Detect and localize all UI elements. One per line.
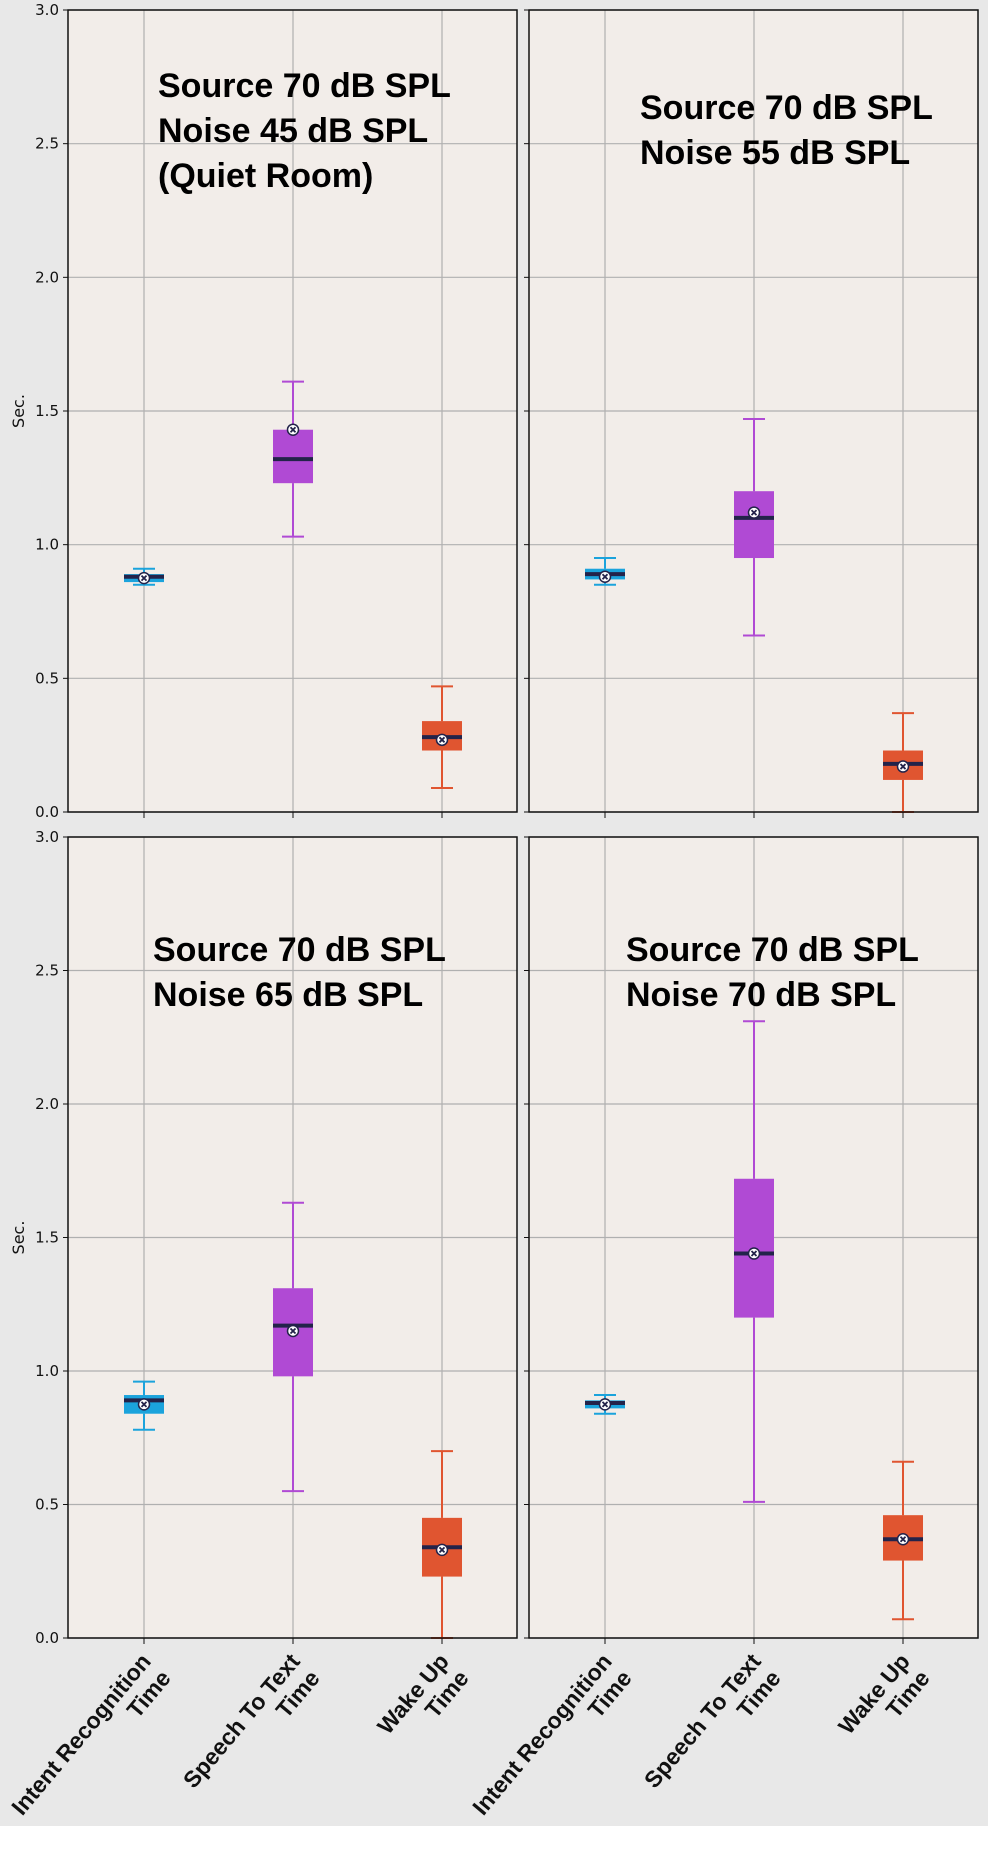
x-tick-label-line: Speech To Text [178,1648,305,1793]
y-axis-label: Sec. [9,394,28,428]
annotation-line: (Quiet Room) [158,157,373,195]
mean-marker-cross [289,426,297,433]
x-tick-label: Wake UpTime [372,1649,474,1756]
y-tick-label: 0.5 [35,1496,59,1514]
x-tick-label: Wake UpTime [833,1649,935,1756]
y-tick-label: 2.0 [35,1095,59,1113]
mean-marker-cross [438,736,446,743]
mean-marker-cross [750,1250,758,1257]
y-tick-label: 3.0 [35,1,59,19]
y-tick-label: 1.0 [35,1362,59,1380]
y-tick-label: 0.5 [35,669,59,687]
annotation-line: Noise 70 dB SPL [626,976,896,1014]
annotation-line: Noise 65 dB SPL [153,976,423,1014]
y-tick-label: 0.0 [35,803,59,821]
x-tick-label-line: Speech To Text [639,1648,766,1793]
x-tick-label: Intent RecognitionTime [467,1649,637,1826]
annotation-line: Source 70 dB SPL [640,89,933,127]
annotation-line: Source 70 dB SPL [626,931,919,969]
y-tick-label: 0.0 [35,1629,59,1647]
mean-marker-cross [140,574,148,582]
mean-marker-cross [750,509,758,516]
box-iqr [734,491,774,559]
mean-marker-cross [899,1536,907,1543]
annotation-line: Noise 55 dB SPL [640,134,910,172]
mean-marker-cross [601,1401,609,1408]
x-tick-label-line: Intent Recognition [6,1649,156,1820]
x-tick-label: Intent RecognitionTime [6,1649,176,1826]
annotation-line: Source 70 dB SPL [153,931,446,969]
annotation-line: Noise 45 dB SPL [158,112,428,150]
mean-marker-cross [438,1546,446,1554]
mean-marker-cross [289,1327,297,1335]
x-tick-label: Speech To TextTime [639,1648,786,1809]
y-tick-label: 1.0 [35,536,59,554]
x-tick-label-line: Intent Recognition [467,1649,617,1820]
y-tick-label: 2.5 [35,135,59,153]
y-tick-label: 1.5 [35,1229,59,1247]
mean-marker-cross [140,1401,148,1408]
y-tick-label: 2.0 [35,268,59,286]
mean-marker-cross [601,573,609,580]
y-tick-label: 2.5 [35,962,59,980]
x-tick-label: Speech To TextTime [178,1648,325,1809]
y-tick-label: 1.5 [35,402,59,420]
mean-marker-cross [899,763,907,770]
y-axis-label: Sec. [9,1221,28,1255]
box-iqr [273,429,313,484]
y-tick-label: 3.0 [35,828,59,846]
annotation-line: Source 70 dB SPL [158,67,451,105]
